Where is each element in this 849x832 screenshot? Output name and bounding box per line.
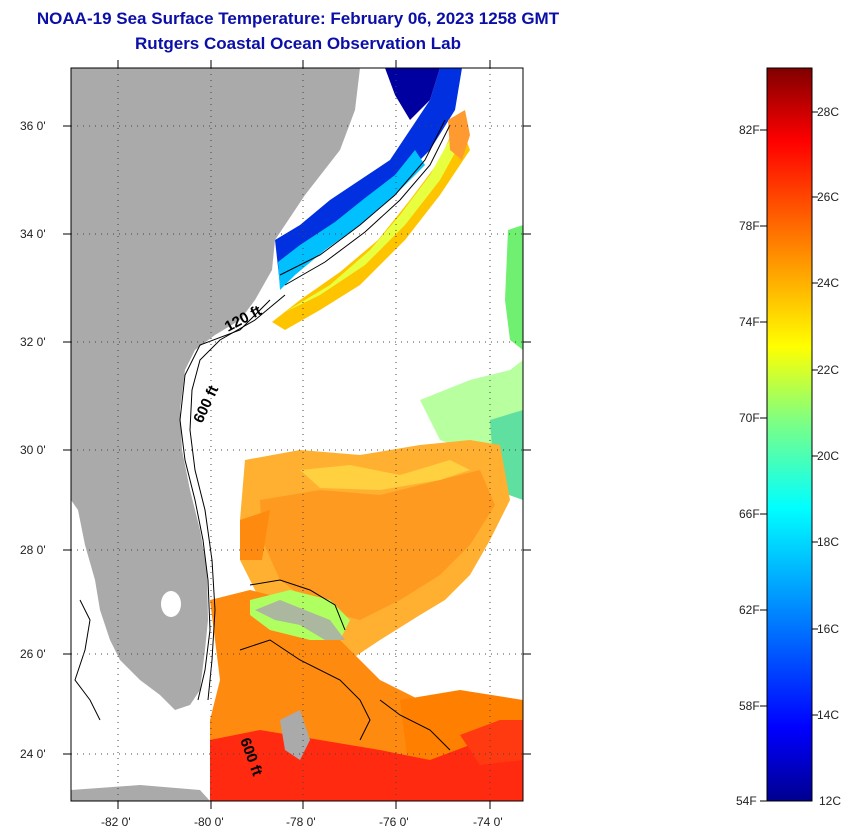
colorbar-ticks: [760, 111, 818, 802]
colorbar-c-label: 14C: [817, 708, 839, 722]
lon-label: -76 0': [379, 815, 409, 829]
colorbar-c-label: 16C: [817, 622, 839, 636]
celsius-labels: 28C 26C 24C 22C 20C 18C 16C 14C 12C: [817, 105, 841, 808]
colorbar-f-label: 58F: [739, 699, 760, 713]
lat-label: 26 0': [20, 647, 46, 661]
colorbar-f-label: 70F: [739, 411, 760, 425]
lat-label: 28 0': [20, 543, 46, 557]
lon-label: -80 0': [194, 815, 224, 829]
lon-label: -82 0': [101, 815, 131, 829]
longitude-labels: -82 0' -80 0' -78 0' -76 0' -74 0': [101, 815, 503, 829]
lat-label: 24 0': [20, 747, 46, 761]
sst-data-layer: [210, 68, 523, 801]
graticule: [71, 68, 523, 801]
colorbar-f-label: 54F: [736, 794, 757, 808]
lat-label: 34 0': [20, 227, 46, 241]
lat-label: 30 0': [20, 443, 46, 457]
colorbar-f-label: 82F: [739, 123, 760, 137]
lon-label: -78 0': [286, 815, 316, 829]
map-panel: 120 ft 600 ft 600 ft: [71, 68, 523, 801]
colorbar-c-label: 18C: [817, 535, 839, 549]
colorbar-f-label: 74F: [739, 315, 760, 329]
colorbar-c-label: 12C: [819, 794, 841, 808]
map-title: NOAA-19 Sea Surface Temperature: Februar…: [36, 9, 560, 28]
lon-label: -74 0': [473, 815, 503, 829]
depth-contours: [74, 119, 451, 751]
colorbar-c-label: 26C: [817, 190, 839, 204]
colorbar-f-label: 62F: [739, 603, 760, 617]
colorbar-f-label: 66F: [739, 507, 760, 521]
colorbar-c-label: 28C: [817, 105, 839, 119]
fahrenheit-labels: 82F 78F 74F 70F 66F 62F 58F 54F: [736, 123, 760, 808]
colorbar: 82F 78F 74F 70F 66F 62F 58F 54F 28C 26C …: [736, 67, 841, 808]
lat-label: 36 0': [20, 119, 46, 133]
colorbar-c-label: 20C: [817, 449, 839, 463]
colorbar-gradient: [766, 67, 813, 802]
colorbar-c-label: 22C: [817, 363, 839, 377]
map-frame: [70, 67, 524, 802]
map-subtitle: Rutgers Coastal Ocean Observation Lab: [135, 34, 461, 53]
map-ticks: [63, 60, 531, 809]
latitude-labels: 36 0' 34 0' 32 0' 30 0' 28 0' 26 0' 24 0…: [20, 119, 46, 761]
colorbar-c-label: 24C: [817, 276, 839, 290]
colorbar-f-label: 78F: [739, 219, 760, 233]
lat-label: 32 0': [20, 335, 46, 349]
